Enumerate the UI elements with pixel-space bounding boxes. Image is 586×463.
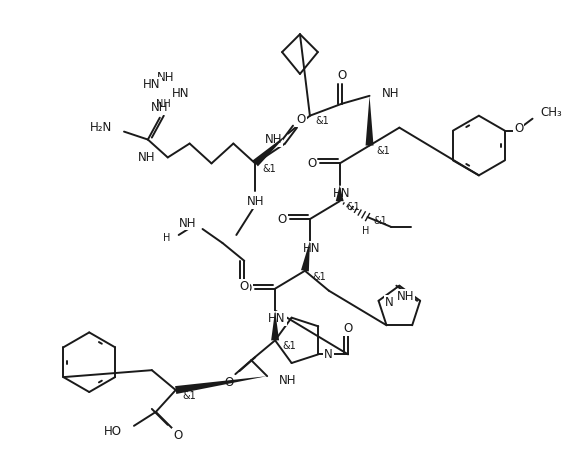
Text: O: O xyxy=(307,157,316,170)
Text: &1: &1 xyxy=(262,164,276,175)
Polygon shape xyxy=(301,241,310,271)
Text: HN: HN xyxy=(143,78,161,91)
Text: O: O xyxy=(240,280,249,293)
Text: HN: HN xyxy=(303,243,321,256)
Polygon shape xyxy=(336,185,344,201)
Text: N: N xyxy=(324,348,333,361)
Text: &1: &1 xyxy=(282,341,296,351)
Text: HO: HO xyxy=(104,425,122,438)
Text: NH: NH xyxy=(156,99,171,109)
Text: H: H xyxy=(362,226,369,236)
Text: HN: HN xyxy=(172,88,189,100)
Text: &1: &1 xyxy=(347,202,360,212)
Text: &1: &1 xyxy=(316,116,329,125)
Text: HN: HN xyxy=(268,312,286,325)
Text: HN: HN xyxy=(333,187,350,200)
Text: O: O xyxy=(337,69,346,82)
Text: &1: &1 xyxy=(312,272,326,282)
Polygon shape xyxy=(175,376,267,394)
Polygon shape xyxy=(271,311,279,340)
Text: O: O xyxy=(243,282,252,295)
Text: NH: NH xyxy=(151,101,169,114)
Text: H₂N: H₂N xyxy=(90,121,112,134)
Text: NH: NH xyxy=(264,133,282,146)
Text: &1: &1 xyxy=(373,216,387,226)
Text: &1: &1 xyxy=(183,391,196,401)
Text: NH: NH xyxy=(157,71,175,84)
Text: NH: NH xyxy=(138,151,156,164)
Text: O: O xyxy=(225,375,234,388)
Text: O: O xyxy=(173,429,182,442)
Text: N: N xyxy=(384,296,393,309)
Polygon shape xyxy=(253,134,288,166)
Text: NH: NH xyxy=(279,374,297,387)
Text: CH₃: CH₃ xyxy=(540,106,562,119)
Text: H: H xyxy=(163,233,171,243)
Text: &1: &1 xyxy=(376,146,390,156)
Polygon shape xyxy=(366,96,373,145)
Text: NH: NH xyxy=(381,88,399,100)
Text: NH: NH xyxy=(179,217,196,230)
Text: NH: NH xyxy=(247,194,264,208)
Text: O: O xyxy=(343,322,353,335)
Text: O: O xyxy=(277,213,287,225)
Text: O: O xyxy=(297,113,305,126)
Text: O: O xyxy=(514,122,523,135)
Text: NH: NH xyxy=(397,290,414,303)
